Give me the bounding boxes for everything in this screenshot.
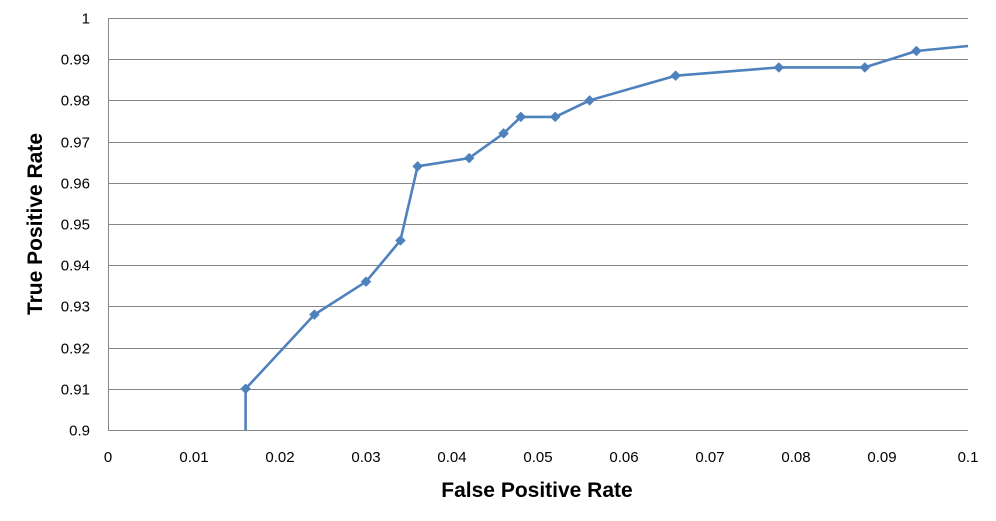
data-point-marker xyxy=(911,45,922,57)
x-tick-label: 0.03 xyxy=(351,449,380,466)
x-tick-label: 0 xyxy=(104,449,112,466)
data-point-marker xyxy=(670,70,681,82)
x-tick-label: 0.09 xyxy=(867,449,896,466)
data-point-marker xyxy=(463,152,475,164)
x-tick-label: 0.01 xyxy=(179,449,208,466)
data-point-marker xyxy=(240,383,251,395)
x-tick-label: 0.04 xyxy=(437,449,466,466)
gridlines xyxy=(108,18,968,431)
data-point-marker xyxy=(395,235,406,246)
x-tick-label: 0.05 xyxy=(523,449,552,466)
data-point-marker xyxy=(859,62,871,73)
x-tick-label: 0.1 xyxy=(958,449,979,466)
series-roc xyxy=(244,44,969,430)
x-tick-label: 0.06 xyxy=(609,449,638,466)
y-tick-label: 0.99 xyxy=(61,52,90,69)
series-line xyxy=(244,44,969,430)
y-tick-label: 0.91 xyxy=(61,382,90,399)
x-tick-labels: 0 0.01 0.02 0.03 0.04 0.05 0.06 0.07 0.08 0.09 0.1 xyxy=(104,449,979,466)
y-tick-label: 0.94 xyxy=(61,258,90,275)
data-point-marker xyxy=(360,276,372,288)
y-tick-label: 0.93 xyxy=(61,299,90,316)
data-point-marker xyxy=(498,128,509,139)
y-tick-label: 0.9 xyxy=(69,423,90,440)
x-tick-label: 0.08 xyxy=(781,449,810,466)
y-tick-label: 0.96 xyxy=(61,176,90,193)
data-point-marker xyxy=(584,95,595,106)
y-tick-labels: 0.9 0.91 0.92 0.93 0.94 0.95 0.96 0.97 0.98 0.99 1 xyxy=(61,11,90,440)
y-axis-title: True Positive Rate xyxy=(24,133,47,315)
y-tick-label: 0.95 xyxy=(61,217,90,234)
data-point-marker xyxy=(549,111,561,123)
x-axis-title: False Positive Rate xyxy=(441,479,632,502)
data-point-marker xyxy=(773,62,785,73)
data-point-marker xyxy=(412,160,423,172)
y-tick-label: 0.92 xyxy=(61,341,90,358)
x-tick-label: 0.07 xyxy=(695,449,724,466)
y-tick-label: 0.97 xyxy=(61,135,90,152)
y-tick-label: 1 xyxy=(82,11,90,28)
data-point-marker xyxy=(309,309,320,320)
series-markers xyxy=(240,45,922,395)
x-tick-label: 0.02 xyxy=(265,449,294,466)
y-tick-label: 0.98 xyxy=(61,93,90,110)
data-point-marker xyxy=(515,111,527,123)
